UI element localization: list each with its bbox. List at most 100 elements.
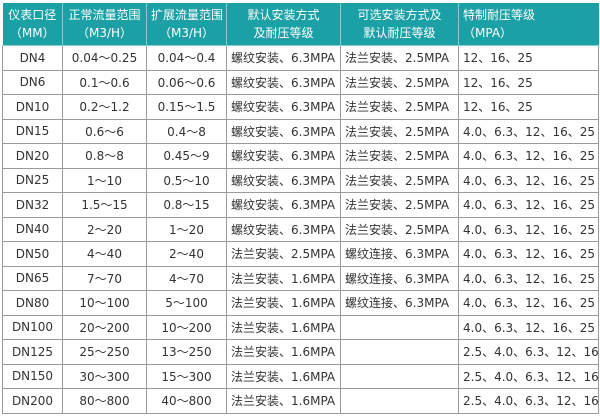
cell-optional-install: 螺纹连接、6.3MPA — [340, 265, 459, 291]
cell-extended-flow: 0.4～8 — [146, 118, 227, 144]
cell-extended-flow: 2～40 — [146, 241, 227, 267]
cell-special-pressure: 12、16、25 — [458, 94, 599, 120]
cell-default-install: 螺纹安装、6.3MPA — [226, 94, 341, 120]
cell-diameter: DN40 — [2, 216, 63, 242]
cell-default-install: 法兰安装、1.6MPA — [226, 388, 341, 414]
header-line: （MPA） — [463, 26, 513, 40]
cell-normal-flow: 80～800 — [62, 388, 147, 414]
cell-special-pressure: 4.0、6.3、12、16、25 — [458, 290, 599, 316]
cell-normal-flow: 1.5～15 — [62, 192, 147, 218]
cell-normal-flow: 10～100 — [62, 290, 147, 316]
cell-optional-install: 法兰安装、2.5MPA — [340, 118, 459, 144]
header-line: 扩展流量范围 — [151, 8, 224, 22]
cell-special-pressure: 4.0、6.3、12、16、25 — [458, 192, 599, 218]
cell-diameter: DN10 — [2, 94, 63, 120]
table-row: DN100 20～200 10～200 法兰安装、1.6MPA 4.0、6.3、12、1… — [2, 314, 599, 340]
cell-optional-install — [340, 363, 459, 389]
table-row: DN6 0.1～0.6 0.06～0.6 螺纹安装、6.3MPA 法兰安装、2.5MPA… — [2, 69, 599, 95]
cell-special-pressure: 12、16、25 — [458, 69, 599, 95]
table-row: DN65 7～70 4～70 法兰安装、1.6MPA 螺纹连接、6.3MPA 4.0、6.… — [2, 265, 599, 291]
cell-optional-install: 法兰安装、2.5MPA — [340, 216, 459, 242]
cell-normal-flow: 0.04～0.25 — [62, 45, 147, 71]
cell-special-pressure: 4.0、6.3、12、16、25 — [458, 167, 599, 193]
cell-default-install: 螺纹安装、6.3MPA — [226, 192, 341, 218]
header-special-pressure: 特制耐压等级 （MPA） — [458, 3, 599, 46]
header-extended-flow-range: 扩展流量范围 （M3/H） — [146, 3, 227, 46]
cell-extended-flow: 0.8～15 — [146, 192, 227, 218]
cell-extended-flow: 0.15～1.5 — [146, 94, 227, 120]
cell-default-install: 法兰安装、1.6MPA — [226, 265, 341, 291]
cell-special-pressure: 4.0、6.3、12、16、25 — [458, 265, 599, 291]
cell-optional-install: 法兰安装、2.5MPA — [340, 143, 459, 169]
cell-default-install: 螺纹安装、6.3MPA — [226, 143, 341, 169]
cell-optional-install — [340, 339, 459, 365]
cell-optional-install: 法兰安装、2.5MPA — [340, 45, 459, 71]
cell-normal-flow: 1～10 — [62, 167, 147, 193]
cell-extended-flow: 0.06～0.6 — [146, 69, 227, 95]
cell-normal-flow: 0.2～1.2 — [62, 94, 147, 120]
cell-default-install: 法兰安装、1.6MPA — [226, 363, 341, 389]
cell-normal-flow: 25～250 — [62, 339, 147, 365]
cell-optional-install: 螺纹连接、6.3MPA — [340, 290, 459, 316]
cell-extended-flow: 0.04～0.4 — [146, 45, 227, 71]
header-line: 默认安装方式 — [247, 8, 320, 22]
cell-extended-flow: 4～70 — [146, 265, 227, 291]
cell-extended-flow: 40～800 — [146, 388, 227, 414]
cell-special-pressure: 2.5、4.0、6.3、12、16 — [458, 339, 599, 365]
cell-optional-install: 法兰安装、2.5MPA — [340, 167, 459, 193]
cell-normal-flow: 30～300 — [62, 363, 147, 389]
cell-normal-flow: 0.1～0.6 — [62, 69, 147, 95]
header-line: 正常流量范围 — [68, 8, 141, 22]
header-nominal-diameter: 仪表口径 （MM） — [2, 3, 63, 46]
table-row: DN150 30～300 15～300 法兰安装、1.6MPA 2.5、4.0、6.3、… — [2, 363, 599, 389]
cell-special-pressure: 12、16、25 — [458, 45, 599, 71]
cell-optional-install: 法兰安装、2.5MPA — [340, 69, 459, 95]
table-row: DN80 10～100 5～100 法兰安装、1.6MPA 螺纹连接、6.3MPA 4.0… — [2, 290, 599, 316]
cell-special-pressure: 4.0、6.3、12、16、25 — [458, 118, 599, 144]
header-line: （MM） — [9, 26, 55, 40]
cell-diameter: DN15 — [2, 118, 63, 144]
cell-diameter: DN50 — [2, 241, 63, 267]
cell-diameter: DN25 — [2, 167, 63, 193]
table-row: DN125 25～250 13～250 法兰安装、1.6MPA 2.5、4.0、6.3、… — [2, 339, 599, 365]
cell-default-install: 螺纹安装、6.3MPA — [226, 167, 341, 193]
header-line: 可选安装方式及 — [357, 8, 442, 22]
table-row: DN15 0.6～6 0.4～8 螺纹安装、6.3MPA 法兰安装、2.5MPA 4.0、… — [2, 118, 599, 144]
cell-default-install: 螺纹安装、6.3MPA — [226, 69, 341, 95]
header-optional-installation: 可选安装方式及 默认耐压等级 — [340, 3, 459, 46]
table-row: DN10 0.2～1.2 0.15～1.5 螺纹安装、6.3MPA 法兰安装、2.5MP… — [2, 94, 599, 120]
header-normal-flow-range: 正常流量范围 （M3/H） — [62, 3, 147, 46]
cell-special-pressure: 4.0、6.3、12、16、25 — [458, 241, 599, 267]
cell-normal-flow: 4～40 — [62, 241, 147, 267]
cell-extended-flow: 1～20 — [146, 216, 227, 242]
cell-default-install: 法兰安装、2.5MPA — [226, 241, 341, 267]
cell-diameter: DN6 — [2, 69, 63, 95]
cell-special-pressure: 4.0、6.3、12、16、25 — [458, 216, 599, 242]
table-row: DN4 0.04～0.25 0.04～0.4 螺纹安装、6.3MPA 法兰安装、2.5M… — [2, 45, 599, 71]
table-row: DN32 1.5～15 0.8～15 螺纹安装、6.3MPA 法兰安装、2.5MPA 4.… — [2, 192, 599, 218]
cell-normal-flow: 2～20 — [62, 216, 147, 242]
cell-optional-install — [340, 314, 459, 340]
header-line: 及耐压等级 — [253, 26, 314, 40]
header-default-installation: 默认安装方式 及耐压等级 — [226, 3, 341, 46]
cell-diameter: DN150 — [2, 363, 63, 389]
cell-normal-flow: 20～200 — [62, 314, 147, 340]
cell-optional-install: 法兰安装、2.5MPA — [340, 94, 459, 120]
cell-diameter: DN125 — [2, 339, 63, 365]
cell-diameter: DN65 — [2, 265, 63, 291]
cell-default-install: 法兰安装、1.6MPA — [226, 314, 341, 340]
table-row: DN25 1～10 0.5～10 螺纹安装、6.3MPA 法兰安装、2.5MPA 4.0、… — [2, 167, 599, 193]
cell-diameter: DN200 — [2, 388, 63, 414]
header-line: 仪表口径 — [8, 8, 57, 22]
table-row: DN50 4～40 2～40 法兰安装、2.5MPA 螺纹连接、6.3MPA 4.0、6.… — [2, 241, 599, 267]
cell-normal-flow: 7～70 — [62, 265, 147, 291]
cell-extended-flow: 15～300 — [146, 363, 227, 389]
cell-extended-flow: 13～250 — [146, 339, 227, 365]
header-line: 特制耐压等级 — [463, 8, 536, 22]
cell-extended-flow: 10～200 — [146, 314, 227, 340]
cell-special-pressure: 4.0、6.3、12、16、25 — [458, 143, 599, 169]
cell-normal-flow: 0.6～6 — [62, 118, 147, 144]
cell-diameter: DN4 — [2, 45, 63, 71]
cell-extended-flow: 0.45～9 — [146, 143, 227, 169]
cell-diameter: DN80 — [2, 290, 63, 316]
